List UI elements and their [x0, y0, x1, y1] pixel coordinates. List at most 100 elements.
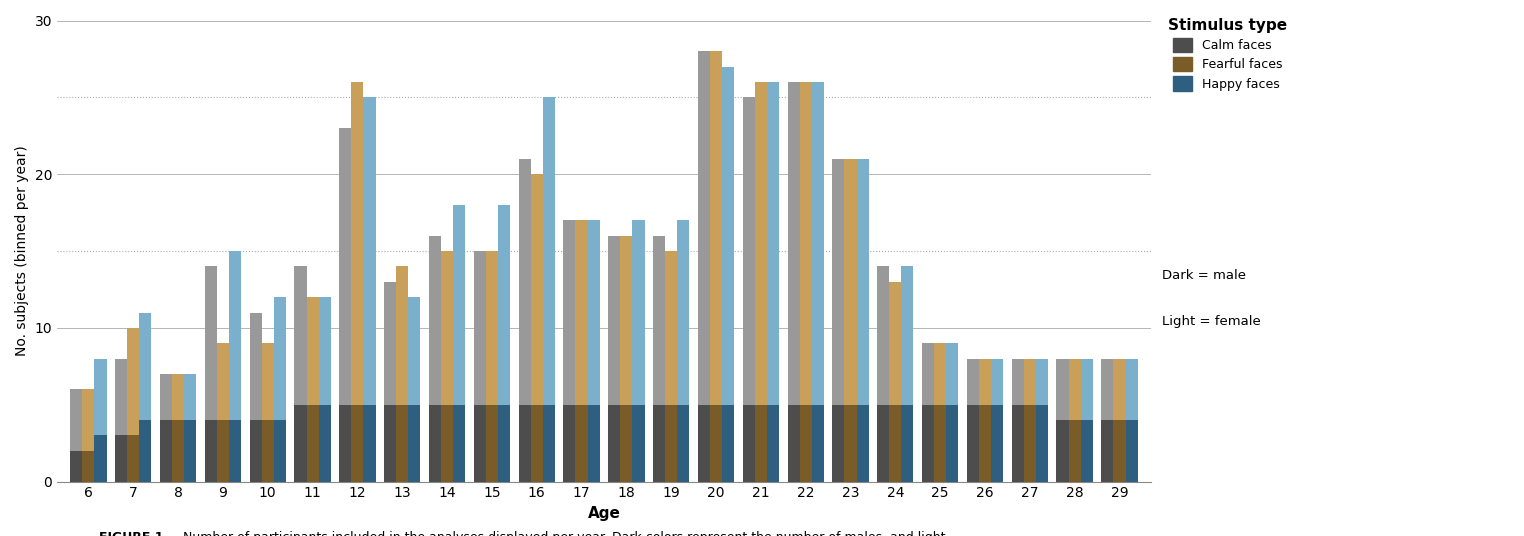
- Bar: [991, 405, 1003, 481]
- Text: Number of participants included in the analyses displayed per year. Dark colors : Number of participants included in the a…: [171, 531, 945, 536]
- Bar: [486, 405, 498, 481]
- Bar: [543, 405, 555, 481]
- Bar: [632, 220, 645, 405]
- Bar: [722, 66, 735, 405]
- Bar: [1068, 420, 1081, 481]
- Bar: [856, 159, 869, 405]
- Bar: [1024, 405, 1036, 481]
- Bar: [363, 98, 375, 405]
- Bar: [262, 420, 274, 481]
- Bar: [698, 405, 710, 481]
- Bar: [204, 266, 216, 420]
- Bar: [991, 359, 1003, 405]
- Bar: [934, 405, 946, 481]
- Bar: [274, 297, 287, 420]
- Bar: [978, 405, 991, 481]
- Bar: [530, 405, 543, 481]
- Bar: [1036, 405, 1049, 481]
- Bar: [832, 159, 844, 405]
- Bar: [788, 405, 800, 481]
- Bar: [250, 420, 262, 481]
- Bar: [878, 266, 890, 405]
- Bar: [934, 343, 946, 405]
- Bar: [160, 374, 172, 420]
- Bar: [608, 405, 620, 481]
- Bar: [890, 405, 901, 481]
- Bar: [1126, 359, 1137, 420]
- Bar: [306, 297, 319, 405]
- Bar: [126, 435, 139, 481]
- Text: Light = female: Light = female: [1161, 315, 1260, 328]
- Bar: [384, 282, 396, 405]
- Bar: [319, 297, 331, 405]
- Bar: [474, 251, 486, 405]
- Bar: [754, 82, 767, 405]
- Bar: [396, 266, 408, 405]
- Bar: [966, 405, 978, 481]
- Text: Dark = male: Dark = male: [1161, 269, 1245, 282]
- Bar: [440, 405, 453, 481]
- Bar: [498, 405, 511, 481]
- Bar: [518, 159, 530, 405]
- Bar: [742, 98, 754, 405]
- Bar: [82, 451, 94, 481]
- Bar: [486, 251, 498, 405]
- Bar: [742, 405, 754, 481]
- Bar: [82, 389, 94, 451]
- Bar: [294, 405, 306, 481]
- Bar: [184, 420, 197, 481]
- Bar: [70, 451, 82, 481]
- Bar: [229, 251, 241, 420]
- Bar: [832, 405, 844, 481]
- Bar: [518, 405, 530, 481]
- Bar: [229, 420, 241, 481]
- Bar: [530, 174, 543, 405]
- Bar: [453, 205, 465, 405]
- Bar: [116, 359, 126, 435]
- Bar: [812, 405, 824, 481]
- Bar: [1036, 359, 1049, 405]
- Bar: [1056, 359, 1068, 420]
- Bar: [890, 282, 901, 405]
- Bar: [922, 405, 934, 481]
- Bar: [216, 420, 229, 481]
- Bar: [428, 405, 440, 481]
- Bar: [172, 420, 184, 481]
- Bar: [1114, 359, 1126, 420]
- Bar: [116, 435, 126, 481]
- Bar: [408, 405, 421, 481]
- Bar: [1081, 420, 1093, 481]
- Bar: [160, 420, 172, 481]
- Bar: [564, 405, 576, 481]
- Bar: [274, 420, 287, 481]
- Bar: [319, 405, 331, 481]
- Text: FIGURE 1: FIGURE 1: [99, 531, 163, 536]
- Bar: [576, 405, 588, 481]
- Bar: [453, 405, 465, 481]
- Bar: [652, 236, 664, 405]
- Bar: [620, 236, 632, 405]
- Bar: [710, 51, 722, 405]
- Bar: [139, 312, 151, 420]
- Bar: [1102, 359, 1114, 420]
- Bar: [1056, 420, 1068, 481]
- Bar: [608, 236, 620, 405]
- Bar: [204, 420, 216, 481]
- Bar: [800, 82, 812, 405]
- Bar: [632, 405, 645, 481]
- Bar: [901, 405, 913, 481]
- Bar: [722, 405, 735, 481]
- X-axis label: Age: Age: [587, 506, 620, 521]
- Bar: [408, 297, 421, 405]
- Bar: [856, 405, 869, 481]
- Bar: [767, 405, 779, 481]
- Bar: [946, 343, 959, 405]
- Bar: [126, 328, 139, 435]
- Bar: [250, 312, 262, 420]
- Bar: [800, 405, 812, 481]
- Bar: [1102, 420, 1114, 481]
- Bar: [1114, 420, 1126, 481]
- Bar: [677, 405, 689, 481]
- Bar: [754, 405, 767, 481]
- Bar: [698, 51, 710, 405]
